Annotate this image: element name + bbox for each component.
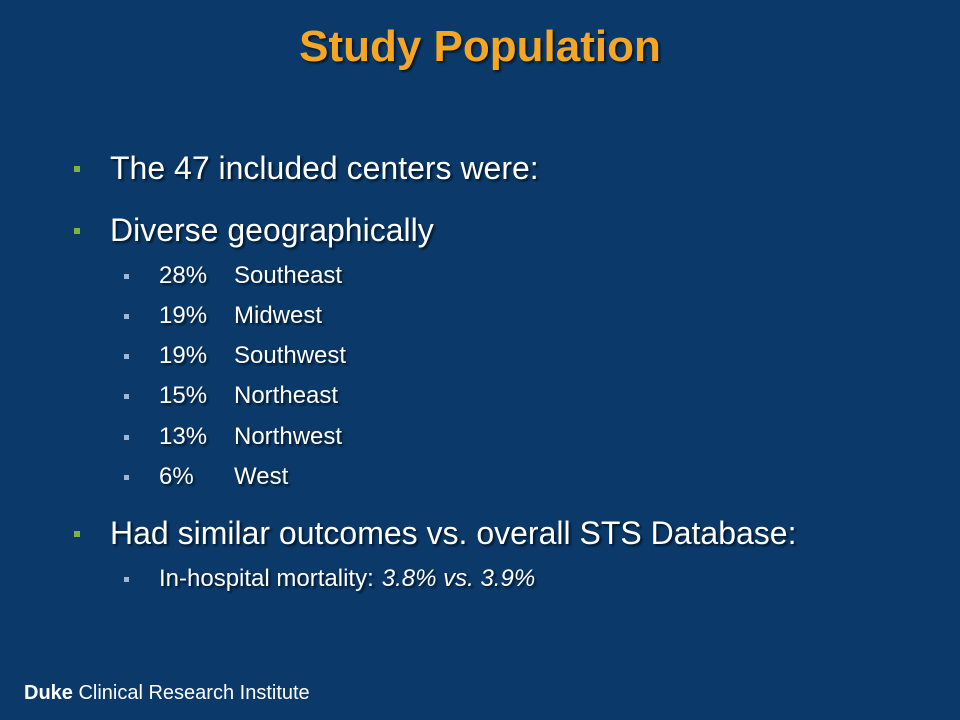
region-item: 6% West	[124, 463, 288, 491]
sub-bullet-square-icon	[124, 434, 129, 440]
sub-bullet-square-icon	[124, 313, 129, 319]
bullet-text: Diverse geographically	[110, 212, 434, 248]
region-name: Southeast	[234, 262, 343, 289]
region-percent: 28%	[159, 262, 208, 289]
region-percent: 19%	[159, 302, 208, 329]
bullet-outcomes: Had similar outcomes vs. overall STS Dat…	[74, 515, 796, 552]
region-item: 19% Midwest	[124, 302, 322, 330]
sub-bullet-square-icon	[124, 576, 129, 582]
bullet-centers: The 47 included centers were:	[74, 150, 539, 187]
region-percent: 15%	[159, 382, 208, 409]
region-item: 19% Southwest	[124, 342, 346, 370]
sub-bullet-square-icon	[124, 353, 129, 359]
bullet-text: Had similar outcomes vs. overall STS Dat…	[110, 515, 797, 551]
region-name: Southwest	[234, 342, 347, 369]
bullet-square-icon	[74, 530, 80, 537]
bullet-text: The 47 included centers were:	[110, 150, 539, 186]
bullet-square-icon	[74, 165, 80, 172]
institute-logo: Duke Clinical Research Institute	[24, 682, 310, 705]
mortality-item: In-hospital mortality: 3.8% vs. 3.9%	[124, 565, 535, 593]
region-name: Northwest	[234, 423, 343, 450]
logo-text: Clinical Research Institute	[78, 682, 310, 704]
sub-bullet-square-icon	[124, 474, 129, 480]
region-item: 15% Northeast	[124, 382, 338, 410]
bullet-square-icon	[74, 227, 80, 234]
region-item: 28% Southeast	[124, 262, 342, 290]
sub-bullet-square-icon	[124, 393, 129, 399]
region-percent: 6%	[159, 463, 194, 490]
region-percent: 13%	[159, 423, 208, 450]
slide-title: Study Population	[299, 22, 661, 71]
region-name: Northeast	[234, 382, 339, 409]
sub-bullet-square-icon	[124, 273, 129, 279]
region-name: Midwest	[234, 302, 323, 329]
logo-brand: Duke	[24, 682, 73, 704]
mortality-value: 3.8% vs. 3.9%	[381, 565, 536, 592]
mortality-label: In-hospital mortality:	[159, 565, 374, 592]
region-percent: 19%	[159, 342, 208, 369]
region-name: West	[234, 463, 289, 490]
region-item: 13% Northwest	[124, 423, 342, 451]
bullet-geography: Diverse geographically	[74, 212, 434, 249]
